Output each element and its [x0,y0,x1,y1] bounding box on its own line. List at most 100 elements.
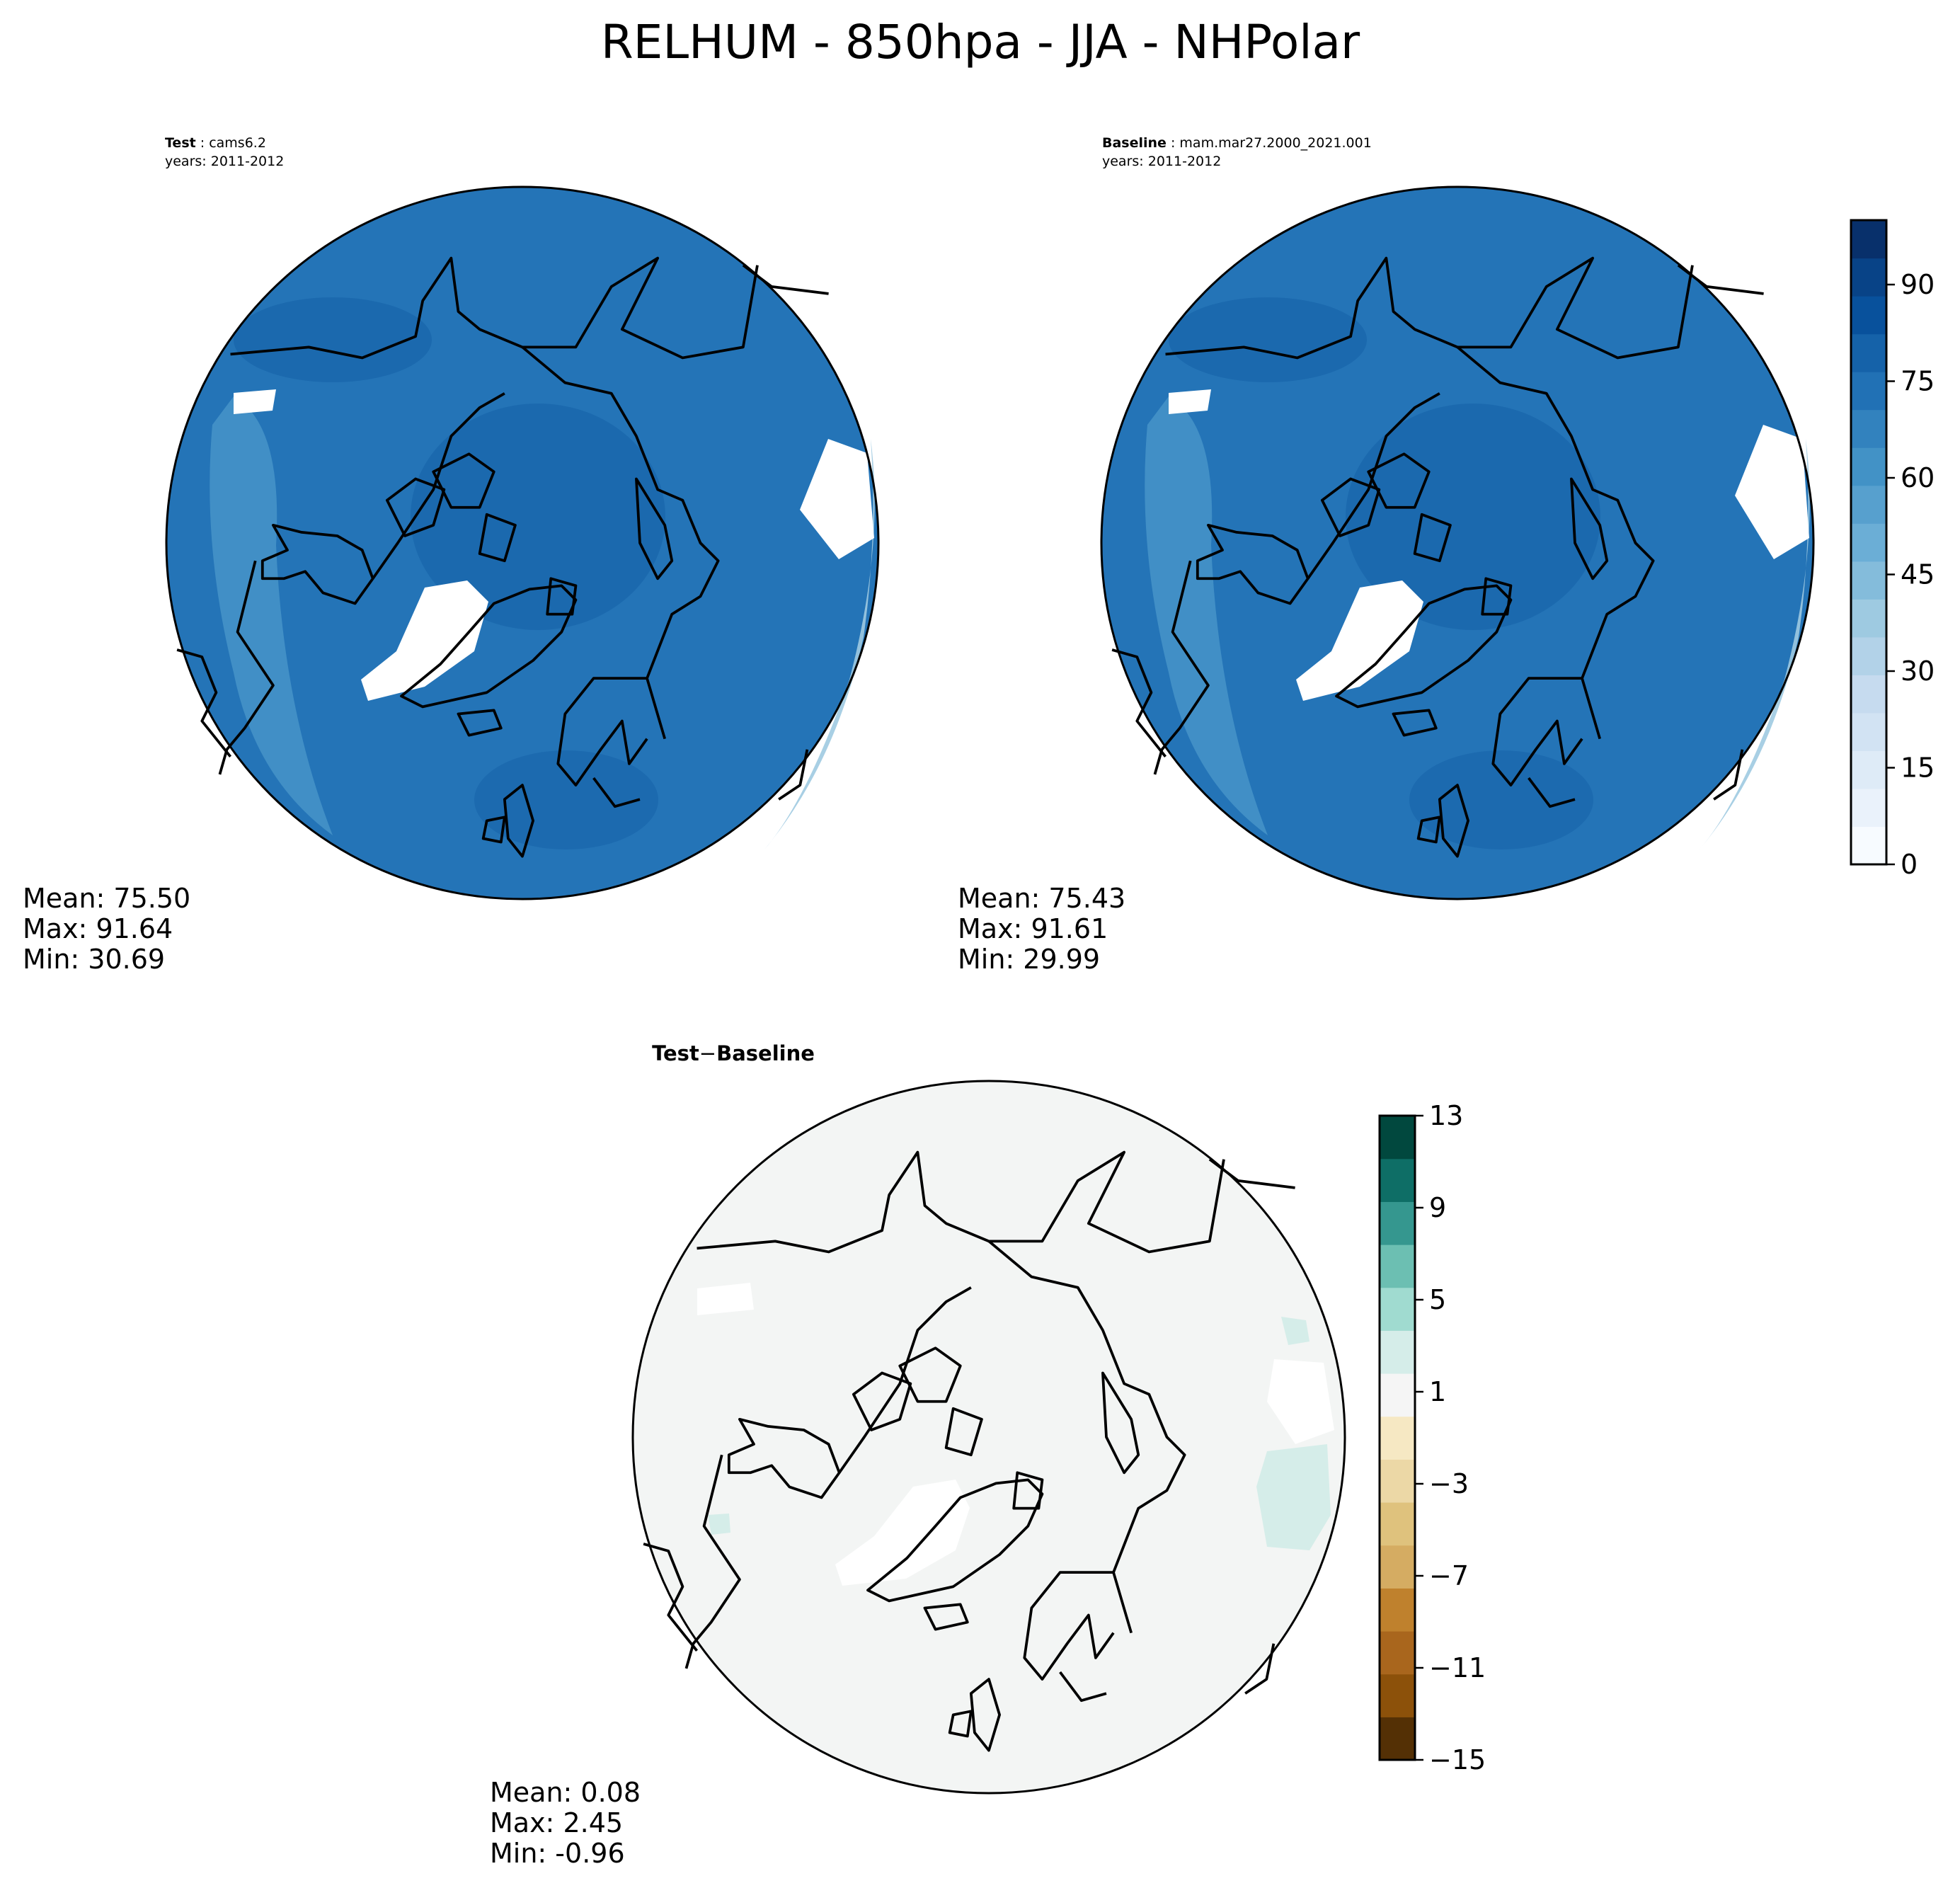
map-baseline-mask-2 [1735,425,1809,559]
panel-baseline-max: Max: 91.61 [958,913,1108,944]
figure-title: RELHUM - 850hpa - JJA - NHPolar [601,15,1360,69]
map-baseline-high-region [1346,404,1600,630]
map-test-greenland-mask [361,580,488,701]
panel-baseline-mean: Mean: 75.43 [958,883,1125,914]
map-diff-positive-region [1256,1444,1331,1550]
panel-test-years: years: 2011-2012 [165,154,284,169]
panel-test: Test : cams6.2 years: 2011-2012 Mean: 75… [23,135,880,975]
colorbar-main-segment [1851,523,1886,562]
colorbar-main-segment [1851,788,1886,828]
colorbar-diff-segment [1380,1545,1415,1589]
colorbar-diff-tick-label: 13 [1429,1100,1463,1131]
colorbar-diff-tick-label: −3 [1429,1468,1469,1499]
colorbar-diff-tick-label: 9 [1429,1192,1446,1223]
colorbar-diff-tick-label: −11 [1429,1652,1486,1683]
map-diff [631,1080,1346,1795]
map-baseline [1100,185,1815,900]
colorbar-diff-segment [1380,1116,1415,1160]
panel-baseline-colon: : [1167,135,1179,151]
colorbar-main-segment [1851,409,1886,448]
panel-test-max: Max: 91.64 [23,913,173,944]
map-test-high-region [411,404,665,630]
colorbar-main-segment [1851,447,1886,486]
map-baseline-high-region-3 [1409,750,1593,849]
map-diff-positive-region-2 [1281,1317,1309,1345]
colorbar-main-segment [1851,712,1886,752]
panel-test-min: Min: 30.69 [23,944,165,975]
map-diff-boundary [631,1080,1346,1795]
colorbar-main-segment [1851,296,1886,335]
colorbar-diff-segment [1380,1502,1415,1546]
colorbar-diff-segment [1380,1158,1415,1202]
panel-test-colon: : [196,135,209,151]
colorbar-main-tick-label: 45 [1901,559,1935,590]
colorbar-diff-segment [1380,1717,1415,1761]
colorbar-diff-segment [1380,1588,1415,1632]
panel-diff-min: Min: -0.96 [490,1838,625,1869]
colorbar-diff-segment [1380,1373,1415,1417]
colorbar-main-tick-label: 60 [1901,462,1935,493]
colorbar-main-tick-label: 75 [1901,366,1935,397]
map-diff-greenland-mask [835,1480,970,1586]
panel-diff: Test−Baseline Mean: 0.08 Max: 2.45 Min: … [490,1041,1346,1869]
map-test [165,185,880,900]
panel-baseline-header: Baseline : mam.mar27.2000_2021.001 [1102,135,1372,151]
colorbar-main-segment [1851,485,1886,524]
colorbar-main-tick-label: 30 [1901,656,1935,687]
colorbar-diff-tick-label: −15 [1429,1744,1486,1775]
map-test-low-band [210,396,333,835]
colorbar-main: 0 15 30 45 60 75 90 [1850,219,1935,880]
map-baseline-low-band [1145,396,1268,835]
panel-baseline: Baseline : mam.mar27.2000_2021.001 years… [958,135,1815,975]
colorbar-diff-segment [1380,1459,1415,1503]
panel-diff-label-baseline: Baseline [716,1041,815,1065]
panel-test-label: Test [165,135,196,151]
map-baseline-mask-1 [1169,389,1211,414]
colorbar-main-frame [1850,219,1888,866]
colorbar-diff-tick-label: 1 [1429,1376,1446,1407]
map-baseline-boundary [1100,185,1815,900]
colorbar-diff-segment [1380,1201,1415,1245]
panel-baseline-min: Min: 29.99 [958,944,1100,975]
panel-diff-mean: Mean: 0.08 [490,1777,641,1808]
map-test-boundary [165,185,880,900]
map-diff-field [633,1081,1345,1793]
colorbar-diff-segment [1380,1416,1415,1460]
colorbar-main-segment [1851,561,1886,600]
colorbar-main-segment [1851,675,1886,714]
colorbar-main-segment [1851,750,1886,789]
map-test-mask-1 [234,389,276,414]
colorbar-diff: −15 −11 −7 −3 1 5 9 13 [1378,1100,1486,1775]
panel-test-header: Test : cams6.2 [165,135,266,151]
map-test-mask-2 [800,439,874,559]
panel-diff-max: Max: 2.45 [490,1807,623,1838]
map-diff-mask-2 [1267,1359,1334,1444]
panel-test-mean: Mean: 75.50 [23,883,190,914]
colorbar-diff-segment [1380,1674,1415,1717]
panel-diff-sep: − [699,1041,716,1065]
panel-baseline-label: Baseline [1102,135,1167,151]
map-baseline-high-region-2 [1169,297,1367,382]
panel-baseline-case: mam.mar27.2000_2021.001 [1179,135,1371,151]
colorbar-diff-tick-label: −7 [1429,1560,1469,1591]
colorbar-diff-frame [1378,1114,1416,1761]
map-diff-mask-1 [697,1283,754,1315]
colorbar-main-segment [1851,599,1886,638]
map-test-high-region-2 [234,297,432,382]
colorbar-main-segment [1851,372,1886,411]
colorbar-main-segment [1851,258,1886,297]
colorbar-main-tick-label: 90 [1901,269,1935,300]
map-diff-positive-region-3 [708,1514,730,1535]
colorbar-main-segment [1851,826,1886,865]
panel-diff-header: Test−Baseline [652,1041,815,1065]
colorbar-main-segment [1851,636,1886,675]
colorbar-diff-segment [1380,1330,1415,1374]
colorbar-diff-segment [1380,1245,1415,1288]
colorbar-diff-tick-label: 5 [1429,1284,1446,1315]
colorbar-main-segment [1851,333,1886,372]
panel-test-case: cams6.2 [209,135,266,151]
colorbar-main-tick-label: 15 [1901,753,1935,784]
colorbar-main-segment [1851,220,1886,259]
map-test-high-region-3 [474,750,658,849]
